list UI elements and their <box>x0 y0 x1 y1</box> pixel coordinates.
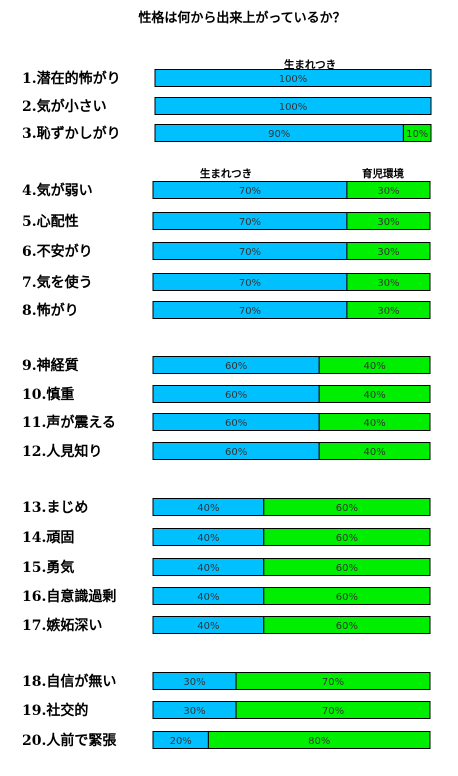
value-label-innate: 60% <box>225 418 247 429</box>
value-label-innate: 40% <box>197 563 219 574</box>
value-label-innate: 40% <box>197 592 219 603</box>
bar-environment <box>402 124 432 142</box>
bar-environment <box>346 301 431 319</box>
value-label-environment: 60% <box>336 533 358 544</box>
bar-environment <box>346 273 431 291</box>
category-label: 2.気が小さい <box>22 98 107 115</box>
bar-environment <box>263 558 431 576</box>
category-label: 20.人前で緊張 <box>22 732 117 749</box>
value-label-innate: 40% <box>197 533 219 544</box>
value-label-environment: 80% <box>308 736 330 747</box>
value-label-innate: 70% <box>239 247 261 258</box>
value-label-environment: 40% <box>363 361 385 372</box>
value-label-innate: 70% <box>239 186 261 197</box>
value-label-innate: 40% <box>197 621 219 632</box>
category-label: 16.自意識過剰 <box>22 588 116 605</box>
value-label-environment: 60% <box>336 621 358 632</box>
bar-environment <box>263 616 431 634</box>
legend-header-innate-top: 生まれつき <box>284 58 336 71</box>
category-label: 11.声が震える <box>22 414 116 431</box>
category-label: 17.嫉妬深い <box>22 617 102 634</box>
legend-header-environment: 育児環境 <box>362 167 404 180</box>
value-label-environment: 70% <box>322 706 344 717</box>
value-label-innate: 70% <box>239 217 261 228</box>
category-label: 12.人見知り <box>22 443 102 460</box>
category-label: 10.慎重 <box>22 386 74 403</box>
value-label-environment: 30% <box>377 306 399 317</box>
value-label-innate: 60% <box>225 390 247 401</box>
legend-header-innate: 生まれつき <box>200 167 252 180</box>
bar-environment <box>346 181 431 199</box>
category-label: 8.怖がり <box>22 302 79 319</box>
value-label-innate: 70% <box>239 278 261 289</box>
value-label-environment: 40% <box>363 447 385 458</box>
category-label: 4.気が弱い <box>22 182 93 199</box>
value-label-innate: 60% <box>225 447 247 458</box>
value-label-innate: 100% <box>279 74 308 85</box>
value-label-environment: 60% <box>336 592 358 603</box>
value-label-innate: 30% <box>183 706 205 717</box>
bar-environment <box>318 413 431 431</box>
bar-environment <box>263 528 431 546</box>
category-label: 19.社交的 <box>22 702 88 719</box>
value-label-environment: 30% <box>377 278 399 289</box>
value-label-environment: 70% <box>322 677 344 688</box>
bar-environment <box>346 212 431 230</box>
bar-environment <box>263 498 431 516</box>
category-label: 7.気を使う <box>22 274 93 291</box>
bar-environment <box>318 356 431 374</box>
value-label-environment: 30% <box>377 186 399 197</box>
bar-environment <box>207 731 431 749</box>
category-label: 5.心配性 <box>22 213 79 230</box>
value-label-environment: 40% <box>363 390 385 401</box>
value-label-environment: 30% <box>377 217 399 228</box>
bar-environment <box>318 442 431 460</box>
category-label: 18.自信が無い <box>22 673 116 690</box>
category-label: 14.頑固 <box>22 530 74 546</box>
category-label: 9.神経質 <box>22 357 79 374</box>
category-label: 15.勇気 <box>22 559 74 576</box>
value-label-innate: 90% <box>268 129 290 140</box>
category-label: 1.潜在的怖がり <box>22 70 121 87</box>
value-label-innate: 100% <box>279 102 308 113</box>
bar-environment <box>346 242 431 260</box>
category-label: 6.不安がり <box>22 243 93 260</box>
chart-title: 性格は何から出来上がっているか？ <box>138 10 345 26</box>
value-label-environment: 60% <box>336 563 358 574</box>
bar-environment <box>235 672 431 690</box>
value-label-innate: 60% <box>225 361 247 372</box>
value-label-innate: 70% <box>239 306 261 317</box>
bar-innate <box>154 69 432 87</box>
value-label-innate: 40% <box>197 503 219 514</box>
value-label-innate: 30% <box>183 677 205 688</box>
bar-environment <box>318 385 431 403</box>
value-label-environment: 40% <box>363 418 385 429</box>
category-label: 3.恥ずかしがり <box>22 125 121 142</box>
value-label-environment: 10% <box>406 129 428 140</box>
value-label-environment: 30% <box>377 247 399 258</box>
value-label-innate: 20% <box>170 736 192 747</box>
category-label: 13.まじめ <box>22 500 88 516</box>
bar-environment <box>263 587 431 605</box>
bar-innate <box>154 97 432 115</box>
bar-environment <box>235 701 431 719</box>
value-label-environment: 60% <box>336 503 358 514</box>
